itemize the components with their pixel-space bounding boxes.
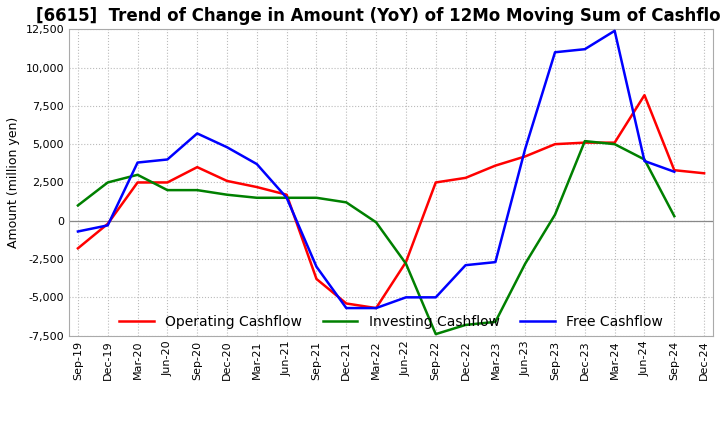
Investing Cashflow [372, 220, 380, 225]
Line: Investing Cashflow: Investing Cashflow [78, 141, 675, 334]
Free Cashflow [611, 28, 619, 33]
Investing Cashflow [282, 195, 291, 200]
Free Cashflow [193, 131, 202, 136]
Investing Cashflow [253, 195, 261, 200]
Operating Cashflow [372, 305, 380, 311]
Legend: Operating Cashflow, Investing Cashflow, Free Cashflow: Operating Cashflow, Investing Cashflow, … [114, 310, 669, 335]
Investing Cashflow [521, 261, 529, 266]
Operating Cashflow [402, 260, 410, 265]
Investing Cashflow [491, 319, 500, 324]
Investing Cashflow [580, 139, 589, 144]
Free Cashflow [133, 160, 142, 165]
Free Cashflow [580, 47, 589, 52]
Operating Cashflow [521, 154, 529, 159]
Operating Cashflow [611, 140, 619, 145]
Free Cashflow [222, 145, 231, 150]
Free Cashflow [640, 158, 649, 164]
Operating Cashflow [133, 180, 142, 185]
Investing Cashflow [163, 187, 171, 193]
Operating Cashflow [551, 142, 559, 147]
Investing Cashflow [133, 172, 142, 177]
Operating Cashflow [312, 276, 321, 282]
Investing Cashflow [73, 203, 82, 208]
Line: Free Cashflow: Free Cashflow [78, 31, 675, 308]
Operating Cashflow [163, 180, 171, 185]
Free Cashflow [253, 161, 261, 167]
Operating Cashflow [670, 168, 679, 173]
Investing Cashflow [193, 187, 202, 193]
Free Cashflow [402, 295, 410, 300]
Free Cashflow [73, 229, 82, 234]
Operating Cashflow [193, 165, 202, 170]
Free Cashflow [462, 263, 470, 268]
Operating Cashflow [104, 221, 112, 227]
Free Cashflow [104, 223, 112, 228]
Free Cashflow [551, 50, 559, 55]
Free Cashflow [491, 260, 500, 265]
Free Cashflow [282, 195, 291, 200]
Investing Cashflow [312, 195, 321, 200]
Investing Cashflow [222, 192, 231, 198]
Operating Cashflow [342, 301, 351, 306]
Operating Cashflow [491, 163, 500, 168]
Free Cashflow [431, 295, 440, 300]
Investing Cashflow [551, 212, 559, 217]
Investing Cashflow [640, 157, 649, 162]
Investing Cashflow [402, 261, 410, 266]
Free Cashflow [521, 146, 529, 151]
Investing Cashflow [342, 200, 351, 205]
Operating Cashflow [73, 246, 82, 251]
Investing Cashflow [104, 180, 112, 185]
Investing Cashflow [611, 142, 619, 147]
Investing Cashflow [462, 322, 470, 327]
Operating Cashflow [640, 92, 649, 98]
Y-axis label: Amount (million yen): Amount (million yen) [7, 117, 20, 248]
Free Cashflow [670, 169, 679, 174]
Free Cashflow [342, 305, 351, 311]
Investing Cashflow [431, 331, 440, 337]
Operating Cashflow [282, 192, 291, 198]
Line: Operating Cashflow: Operating Cashflow [78, 95, 704, 308]
Free Cashflow [312, 264, 321, 269]
Operating Cashflow [462, 175, 470, 180]
Investing Cashflow [670, 213, 679, 219]
Free Cashflow [372, 305, 380, 311]
Title: [6615]  Trend of Change in Amount (YoY) of 12Mo Moving Sum of Cashflows: [6615] Trend of Change in Amount (YoY) o… [36, 7, 720, 25]
Free Cashflow [163, 157, 171, 162]
Operating Cashflow [253, 184, 261, 190]
Operating Cashflow [700, 171, 708, 176]
Operating Cashflow [431, 180, 440, 185]
Operating Cashflow [580, 140, 589, 145]
Operating Cashflow [222, 178, 231, 183]
